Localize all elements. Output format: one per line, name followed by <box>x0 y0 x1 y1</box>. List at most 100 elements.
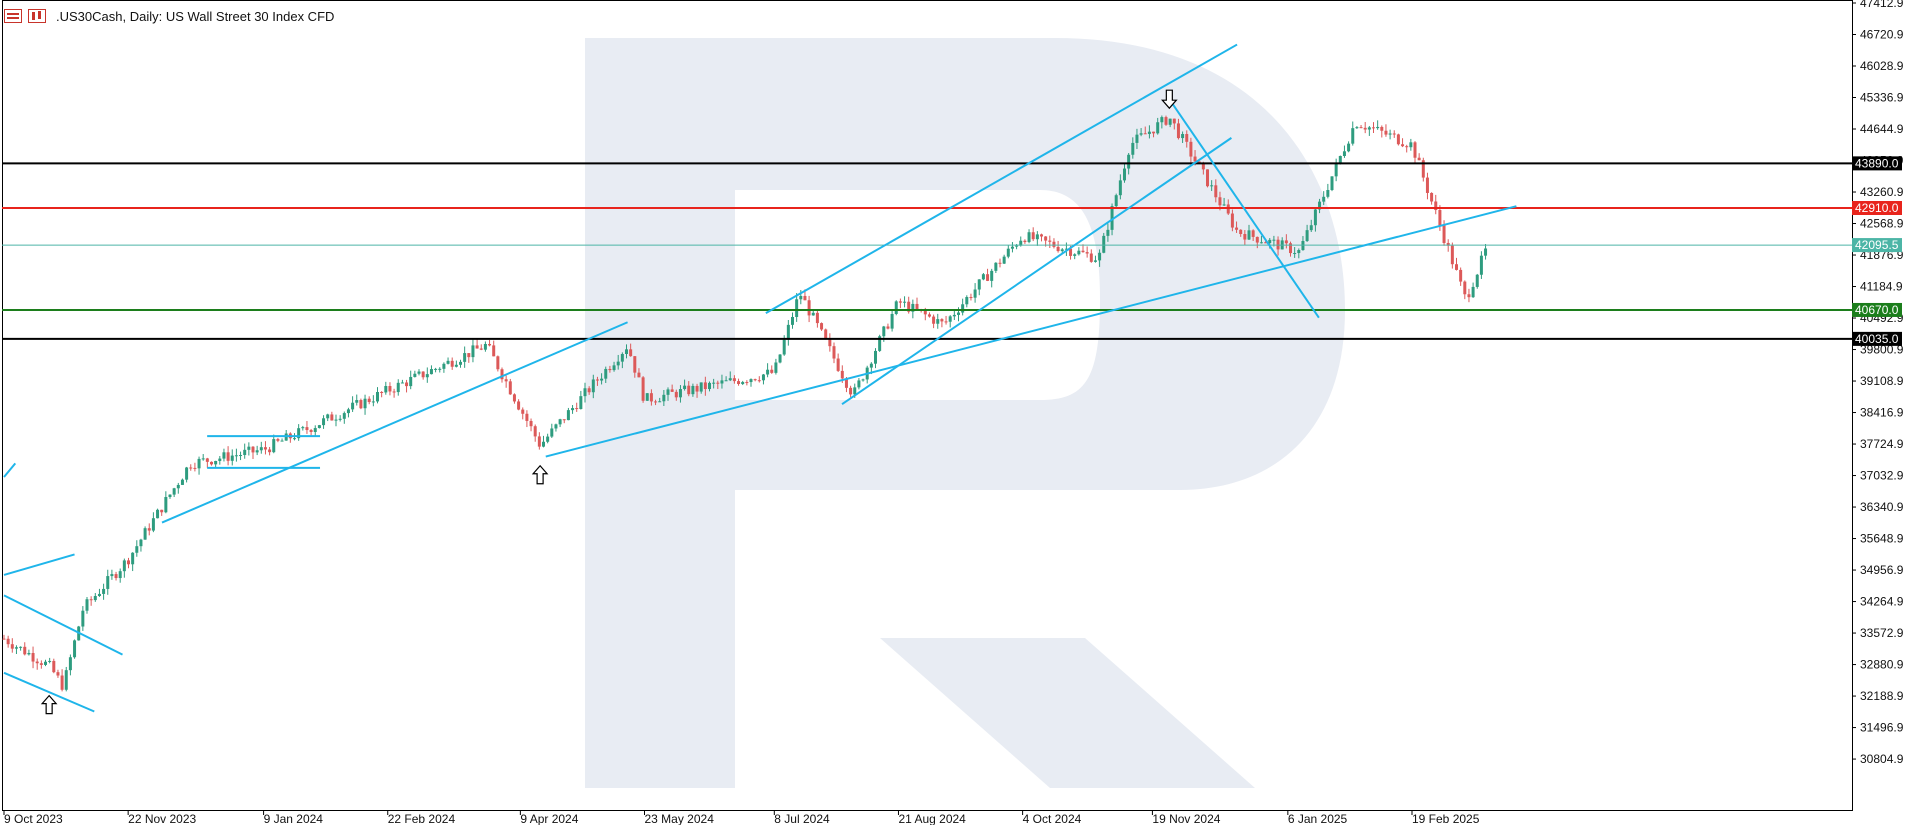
candle-body <box>280 440 284 442</box>
candle-body <box>1255 236 1259 243</box>
candle-body <box>695 385 699 392</box>
candle-body <box>546 436 550 442</box>
arrow-up-icon <box>531 464 549 485</box>
candle-body <box>367 398 371 403</box>
candle-body <box>85 599 89 611</box>
candle-body <box>757 380 761 382</box>
candle-body <box>957 312 960 315</box>
candle-body <box>1135 134 1139 143</box>
bar-chart-icon[interactable] <box>28 9 46 23</box>
candle-body <box>915 303 919 310</box>
candle-body <box>737 381 741 385</box>
candle-body <box>1396 134 1400 145</box>
candle-body <box>795 299 799 317</box>
candle-body <box>1201 163 1205 170</box>
candle-body <box>1471 286 1475 298</box>
candle-body <box>932 316 936 324</box>
candle-body <box>1064 248 1068 250</box>
x-tick-label: 19 Feb 2025 <box>1412 812 1480 825</box>
candle-body <box>741 382 745 385</box>
candle-body <box>708 382 711 390</box>
y-tick-label: 37032.9 <box>1860 469 1904 483</box>
candle-body <box>1206 169 1209 187</box>
candle-body <box>745 382 749 384</box>
candle-body <box>1322 196 1326 202</box>
candle-body <box>35 661 39 664</box>
candle-body <box>923 310 927 315</box>
candle-body <box>392 391 396 393</box>
x-tick-label: 21 Aug 2024 <box>898 812 966 825</box>
candle-body <box>1372 127 1375 129</box>
candle-body <box>778 354 782 363</box>
candle-body <box>1156 122 1160 134</box>
candle-body <box>1077 250 1081 255</box>
candle-body <box>890 313 894 329</box>
candle-body <box>998 262 1002 264</box>
candle-body <box>716 382 720 384</box>
candle-body <box>1442 225 1446 243</box>
candle-body <box>1450 245 1454 265</box>
candle-body <box>836 358 840 371</box>
candle-body <box>450 360 454 367</box>
candle-body <box>1181 134 1185 139</box>
x-tick-label: 22 Feb 2024 <box>388 812 456 825</box>
candle-body <box>309 430 313 432</box>
candle-body <box>558 419 562 425</box>
candle-body <box>1114 195 1118 207</box>
candle-body <box>6 638 10 645</box>
candle-body <box>1351 128 1355 144</box>
candle-body <box>73 640 77 658</box>
candle-body <box>517 401 521 410</box>
candle-body <box>670 389 674 392</box>
candle-body <box>1230 213 1234 228</box>
candle-body <box>417 371 421 374</box>
y-tick-label: 39108.9 <box>1860 374 1904 388</box>
candle-body <box>1264 242 1268 244</box>
candle-body <box>649 393 653 402</box>
candle-body <box>425 374 429 378</box>
candle-body <box>1359 127 1363 129</box>
candle-body <box>322 418 326 426</box>
candle-body <box>820 323 824 330</box>
level-price-tag <box>1852 200 1902 215</box>
candle-body <box>1089 253 1093 262</box>
candle-body <box>853 387 857 395</box>
candle-body <box>160 509 164 513</box>
candle-body <box>1342 151 1346 156</box>
candle-body <box>591 379 595 393</box>
candle-body <box>110 574 114 577</box>
candle-body <box>359 400 363 409</box>
candle-body <box>674 391 678 398</box>
menu-icon[interactable] <box>4 9 22 23</box>
candle-body <box>1226 204 1230 214</box>
candle-body <box>268 449 272 453</box>
candle-body <box>106 576 110 589</box>
candle-body <box>1143 133 1147 135</box>
candle-body <box>1006 248 1010 257</box>
candle-body <box>371 401 375 403</box>
candle-body <box>1164 117 1168 125</box>
y-tick-label: 42568.9 <box>1860 217 1904 231</box>
candle-body <box>1272 239 1276 241</box>
y-tick-label: 43260.9 <box>1860 185 1904 199</box>
candle-body <box>542 441 545 447</box>
candle-body <box>625 349 628 354</box>
candle-body <box>832 346 836 359</box>
candle-body <box>193 467 197 469</box>
candle-body <box>19 646 23 648</box>
candle-body <box>1326 190 1330 197</box>
candle-body <box>351 402 355 410</box>
candle-body <box>56 672 60 676</box>
candle-body <box>48 660 52 662</box>
candle-body <box>791 316 794 325</box>
y-tick-label: 45336.9 <box>1860 91 1904 105</box>
candle-body <box>205 458 209 462</box>
candle-body <box>1484 248 1488 256</box>
candle-body <box>438 368 442 370</box>
candle-body <box>276 439 280 441</box>
level-price-tag <box>1852 302 1902 317</box>
candle-body <box>471 345 475 358</box>
candle-body <box>898 301 902 303</box>
